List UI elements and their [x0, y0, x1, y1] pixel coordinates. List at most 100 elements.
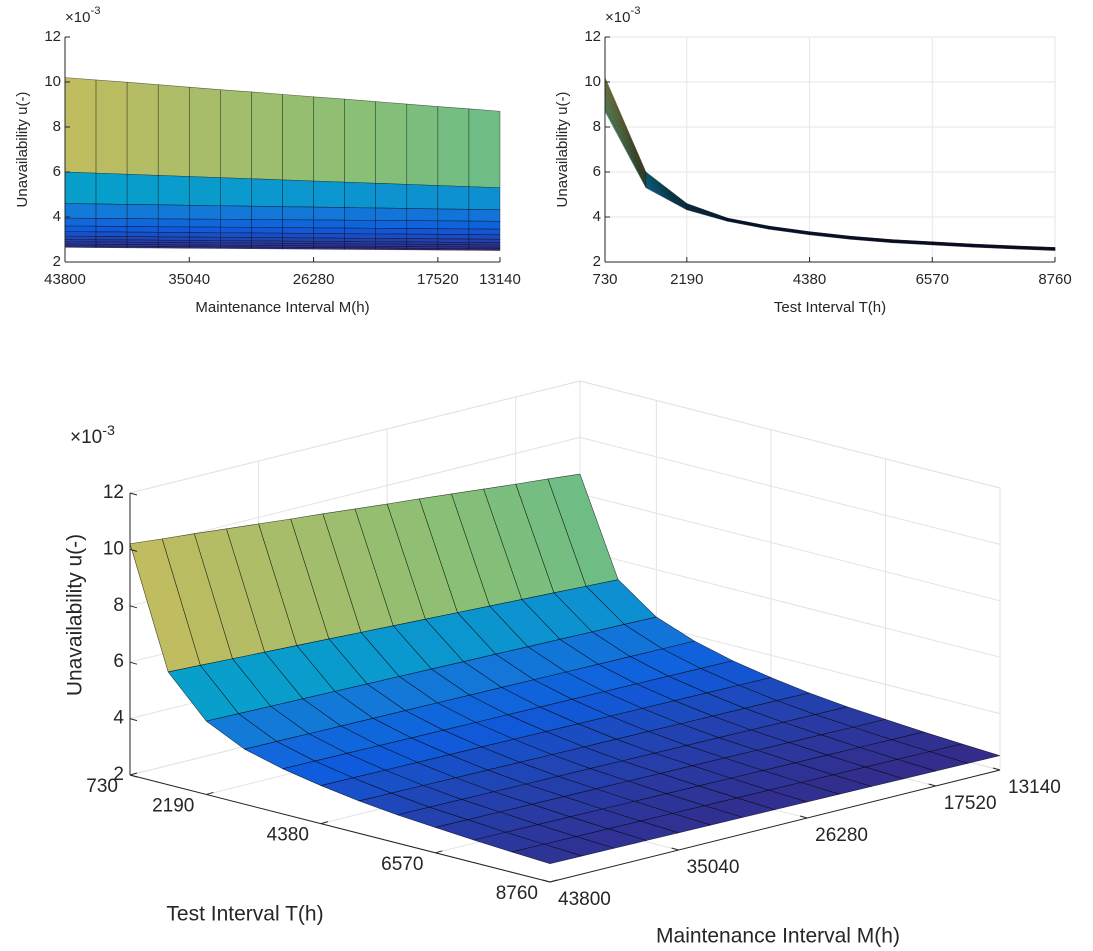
axis-tick-label: 2190 — [670, 271, 703, 288]
tick-mark — [992, 767, 1001, 771]
z-tick-label: 12 — [103, 482, 124, 503]
z-tick-label: 10 — [44, 73, 61, 90]
surface-patch — [344, 227, 377, 235]
tick-mark — [129, 718, 138, 722]
y-tick-label: 8760 — [496, 883, 538, 904]
surface-patch — [282, 232, 314, 239]
surface-patch — [344, 219, 377, 229]
tick-mark — [129, 661, 138, 665]
surface-patch — [220, 218, 252, 228]
tick-mark — [129, 605, 138, 609]
surface-patch — [437, 185, 470, 210]
axis-tick-label: 730 — [592, 271, 617, 288]
y-tick-label: 4380 — [267, 825, 309, 846]
z-tick-label: 6 — [593, 163, 601, 180]
surface-patch — [282, 179, 314, 208]
surface-3d: 2 4 6 8 10 12 730 2190 4380 6570 8760 43800 35040 262… — [64, 380, 1061, 948]
axis-label: Test Interval T(h) — [166, 903, 323, 926]
exponent-base: ×10 — [65, 9, 90, 26]
z-tick-label: 4 — [53, 208, 61, 225]
axis-tick-label: 4380 — [793, 271, 826, 288]
tick-mark — [542, 879, 551, 883]
surface-patch — [1013, 248, 1056, 251]
axis-tick-label: 43800 — [44, 271, 86, 288]
surface-patch — [406, 233, 439, 240]
surface-patch — [313, 247, 345, 250]
surface-patch — [157, 218, 190, 228]
grid-line — [579, 436, 1001, 545]
axis-exponent: ×10-3 — [70, 423, 115, 448]
surface-patch — [468, 220, 501, 230]
surface-patch — [406, 184, 439, 210]
surface-patch — [251, 205, 283, 220]
tick-mark — [320, 821, 329, 825]
z-tick-label: 12 — [44, 28, 61, 45]
surface-patch — [157, 226, 190, 233]
side-panel: 2 4 6 8 10 12 43800 35040 26280 17520 13140 ×10-3 Ma… — [14, 5, 521, 316]
surface-patch — [375, 233, 408, 239]
grid-line — [129, 380, 581, 494]
tick-mark — [549, 879, 558, 883]
tick-mark — [129, 548, 138, 552]
z-tick-label: 8 — [53, 118, 61, 135]
z-tick-label: 2 — [53, 253, 61, 270]
surface-patch — [468, 108, 501, 189]
surface-patch — [64, 231, 97, 237]
side-panel: 2 4 6 8 10 12 730 2190 4380 6570 8760 ×10-3 Test Int… — [554, 5, 1072, 316]
surface-patch — [157, 232, 190, 238]
surface-patch — [468, 186, 501, 211]
surface-patch — [95, 172, 128, 205]
surface-patch — [344, 181, 377, 209]
surface-patch — [437, 234, 470, 240]
surface-patch — [220, 89, 252, 180]
surface-patch — [344, 237, 377, 243]
surface-patch — [188, 218, 221, 228]
surface-patch — [95, 231, 128, 237]
y-tick-label: 2190 — [152, 795, 194, 816]
surface-patch — [406, 247, 439, 251]
surface-patch — [95, 225, 128, 233]
surface-patch — [64, 217, 97, 227]
z-tick-label: 4 — [113, 708, 124, 729]
surface-patch — [375, 227, 408, 235]
surface-patch — [126, 218, 159, 227]
surface-patch — [220, 236, 252, 242]
axis-label: Maintenance Interval M(h) — [195, 299, 369, 316]
surface-patch — [157, 236, 190, 241]
axis-label: Unavailability u(-) — [64, 534, 87, 696]
surface-patch — [188, 236, 221, 241]
surface-patch — [344, 233, 377, 239]
surface-patch — [126, 173, 159, 206]
z-tick-label: 10 — [584, 73, 601, 90]
tick-mark — [671, 847, 679, 851]
tick-mark — [800, 815, 808, 819]
surface-patch — [437, 238, 470, 243]
surface-patch — [64, 235, 97, 241]
surface-patch — [220, 177, 252, 207]
surface-patch — [188, 176, 221, 207]
z-tick-label: 8 — [113, 595, 124, 616]
surface-patch — [468, 234, 501, 240]
surface-patch — [126, 245, 159, 249]
surface-patch — [313, 237, 345, 242]
grid-line — [579, 493, 1001, 602]
surface-patch — [220, 246, 252, 250]
axis-exponent: ×10-3 — [65, 5, 100, 26]
surface-patch — [375, 220, 408, 229]
surface-patch — [604, 108, 647, 189]
surface-patch — [188, 232, 221, 238]
surface-patch — [282, 206, 314, 221]
surface-patch — [468, 209, 501, 222]
surface-patch — [126, 81, 159, 176]
surface-patch — [282, 247, 314, 250]
surface-patch — [375, 207, 408, 221]
y-tick-label: 730 — [86, 776, 118, 797]
x-tick-label: 43800 — [558, 889, 611, 910]
surface-patch — [64, 225, 97, 233]
surface-patch — [282, 237, 314, 242]
axis-tick-label: 13140 — [479, 271, 521, 288]
exponent-power: -3 — [90, 5, 100, 17]
surface-patch — [313, 96, 345, 183]
surface-patch — [375, 101, 408, 185]
tick-mark — [928, 783, 936, 787]
